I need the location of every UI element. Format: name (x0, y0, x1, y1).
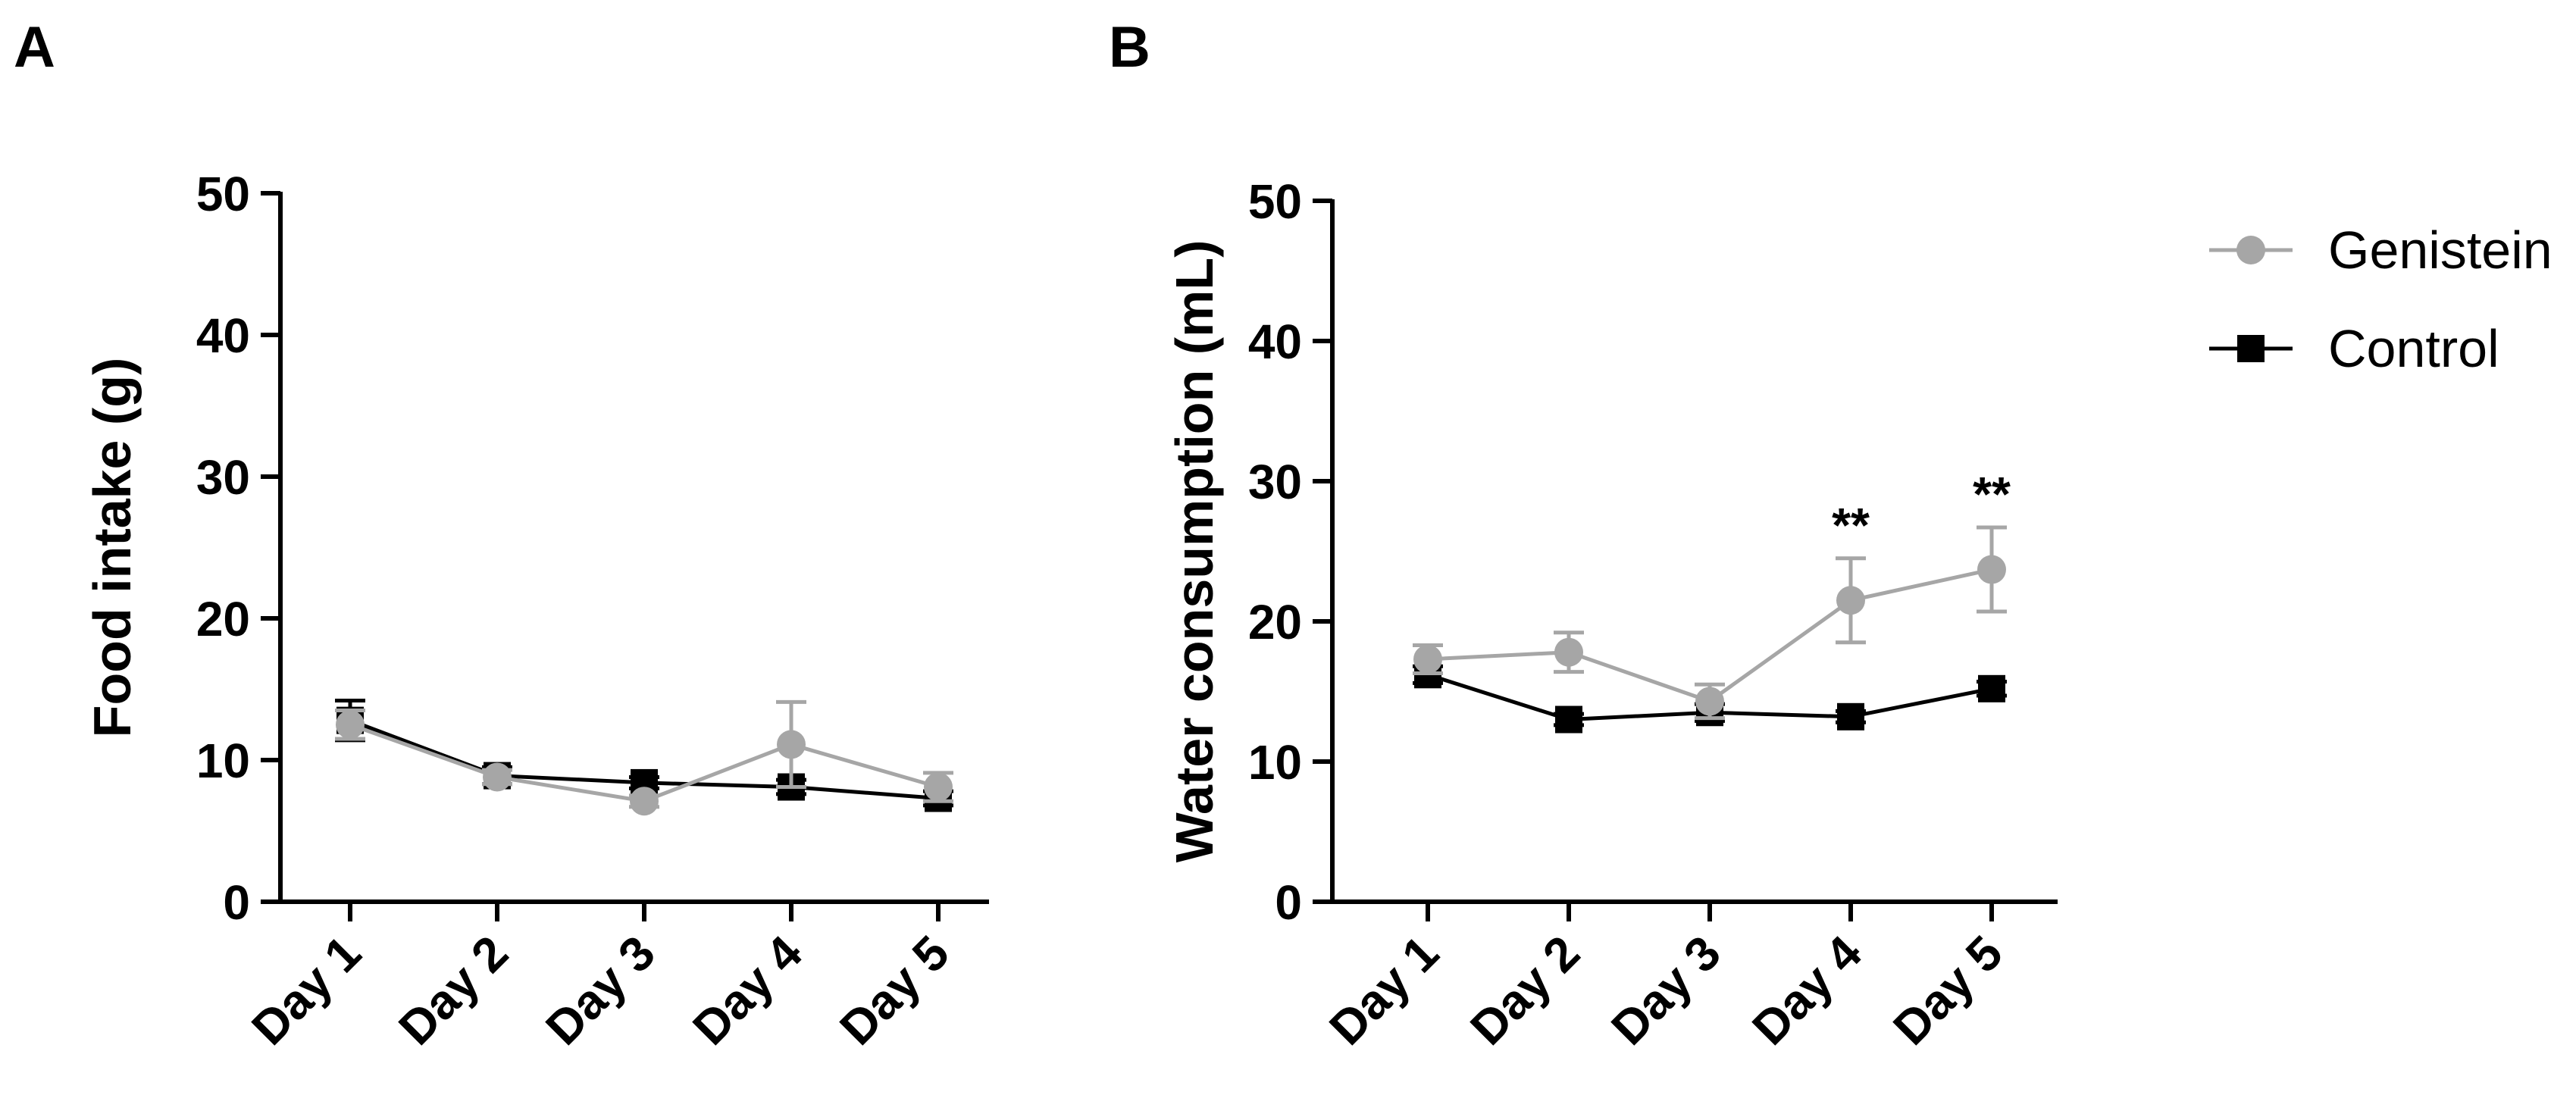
panel-label-a: A (14, 15, 55, 80)
chart-panel-water-consumption: 0 10 20 30 40 50 Day 1 Day 2 Day 3 Day 4 Day 5 Wate… (1165, 174, 2058, 1056)
data-point-control-day-5 (1978, 674, 2005, 702)
data-point-genistein-day-4 (1836, 586, 1865, 615)
x-tick-label-day-3: Day 3 (1601, 925, 1731, 1056)
y-tick-label: 20 (196, 592, 250, 646)
y-tick-label: 50 (196, 167, 250, 221)
y-tick-label: 10 (196, 734, 250, 788)
y-tick-label: 30 (196, 450, 250, 505)
panel-label-b: B (1109, 15, 1150, 80)
x-tick-label-day-2: Day 2 (1460, 925, 1590, 1056)
series-line-genistein (1427, 568, 1992, 704)
legend-item-genistein: Genistein (2209, 221, 2553, 280)
y-tick-label: 20 (1248, 595, 1302, 649)
legend-label-control: Control (2328, 319, 2499, 378)
y-tick-label: 40 (1248, 314, 1302, 369)
data-point-control-day-2 (1555, 705, 1582, 734)
data-point-genistein-day-2 (483, 762, 512, 792)
x-tick-label-day-1: Day 1 (241, 925, 371, 1056)
chart-panel-food-intake: 0 10 20 30 40 50 Day 1 Day 2 Day 3 Day 4 Day 5 Food… (83, 167, 989, 1056)
x-tick-label-day-4: Day 4 (682, 925, 812, 1056)
data-point-genistein-day-1 (336, 710, 365, 740)
x-tick-label-day-4: Day 4 (1742, 925, 1872, 1056)
x-tick-label-day-1: Day 1 (1319, 925, 1449, 1056)
y-tick-label: 0 (1275, 875, 1302, 930)
significance-marker: ** (1832, 498, 1870, 552)
significance-marker: ** (1973, 467, 2011, 521)
legend-label-genistein: Genistein (2328, 221, 2553, 280)
y-tick-label: 10 (1248, 735, 1302, 790)
x-tick-label-day-5: Day 5 (1883, 925, 2013, 1056)
y-axis-title: Food intake (g) (83, 358, 142, 738)
y-tick-label: 40 (196, 308, 250, 363)
y-tick-label: 0 (223, 875, 250, 930)
x-tick-label-day-5: Day 5 (829, 925, 959, 1056)
y-tick-label: 50 (1248, 174, 1302, 229)
legend: Genistein Control (2209, 221, 2553, 378)
data-point-genistein-day-3 (630, 787, 659, 816)
data-point-control-day-4 (1837, 702, 1864, 731)
legend-item-control: Control (2209, 319, 2499, 378)
y-axis-title: Water consumption (mL) (1165, 240, 1224, 863)
data-point-genistein-day-4 (777, 730, 806, 759)
series-genistein (1413, 525, 2007, 721)
data-point-genistein-day-5 (1977, 555, 2006, 584)
data-point-genistein-day-2 (1554, 637, 1583, 667)
legend-marker-control (2237, 335, 2265, 362)
x-tick-label-day-3: Day 3 (535, 925, 665, 1056)
data-point-genistein-day-5 (924, 772, 953, 802)
x-tick-label-day-2: Day 2 (388, 925, 518, 1056)
data-point-genistein-day-1 (1413, 644, 1442, 674)
y-tick-label: 30 (1248, 455, 1302, 509)
series-genistein (335, 699, 953, 816)
data-point-genistein-day-3 (1695, 687, 1724, 716)
legend-marker-genistein (2236, 236, 2265, 264)
